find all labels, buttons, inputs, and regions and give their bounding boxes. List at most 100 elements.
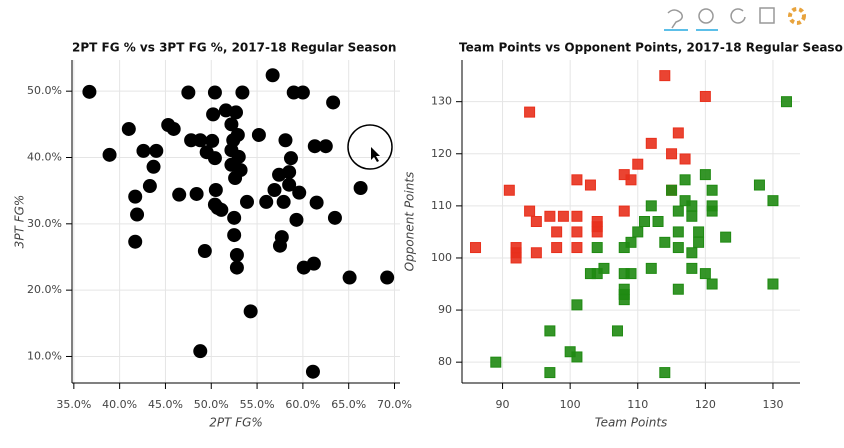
x-tick-label: 110: [627, 398, 648, 411]
point: [544, 367, 556, 379]
point: [326, 95, 341, 110]
point: [659, 236, 671, 248]
point: [318, 139, 333, 154]
point: [208, 182, 223, 197]
point: [146, 159, 161, 174]
point: [706, 200, 718, 212]
point: [214, 202, 229, 217]
point: [618, 205, 630, 217]
point: [693, 226, 705, 238]
point: [278, 133, 293, 148]
y-tick-label: 130: [431, 95, 452, 108]
point: [672, 205, 684, 217]
point: [327, 210, 342, 225]
toolbar: [664, 7, 806, 31]
y-tick-label: 120: [431, 147, 452, 160]
y-tick-label: 50.0%: [27, 84, 62, 97]
point: [686, 262, 698, 274]
point: [571, 351, 583, 363]
point: [207, 151, 222, 166]
point: [530, 216, 542, 227]
point: [149, 143, 164, 158]
point: [571, 174, 583, 186]
point: [720, 231, 732, 243]
point: [267, 182, 282, 197]
point: [584, 179, 596, 191]
point: [228, 171, 243, 186]
point: [239, 194, 254, 209]
y-tick-label: 40.0%: [27, 150, 62, 163]
point: [283, 151, 298, 166]
point: [699, 90, 711, 102]
x-tick-label: 40.0%: [102, 398, 137, 411]
point: [686, 247, 698, 259]
point: [639, 216, 651, 227]
point: [679, 174, 691, 186]
point: [679, 153, 691, 165]
point: [229, 105, 243, 120]
bokeh-logo[interactable]: [788, 7, 806, 25]
point: [380, 270, 395, 285]
point: [206, 107, 221, 122]
reset-tool[interactable]: [730, 8, 746, 24]
point: [632, 226, 644, 238]
lasso-tool[interactable]: [667, 9, 683, 29]
point: [591, 242, 603, 254]
chart-title: 2PT FG % vs 3PT FG %, 2017-18 Regular Se…: [72, 41, 396, 55]
point: [753, 179, 765, 191]
point: [659, 70, 671, 82]
point: [591, 226, 603, 238]
cursor-overlay: [347, 124, 393, 170]
x-tick-label: 35.0%: [56, 398, 91, 411]
point: [259, 194, 274, 209]
point: [295, 85, 310, 100]
point: [780, 96, 792, 108]
y-tick-label: 100: [431, 251, 452, 264]
point: [102, 147, 117, 162]
point: [666, 184, 678, 196]
point: [693, 236, 705, 248]
y-tick-label: 10.0%: [27, 349, 62, 362]
point: [767, 195, 779, 207]
point: [282, 165, 297, 180]
point: [618, 294, 630, 306]
point: [265, 68, 280, 83]
point: [686, 210, 698, 222]
point: [306, 256, 321, 271]
point: [645, 262, 657, 274]
point: [699, 268, 711, 280]
point: [272, 238, 287, 253]
point: [551, 242, 563, 254]
x-tick-label: 120: [695, 398, 716, 411]
x-tick-label: 60.0%: [285, 398, 320, 411]
point: [276, 194, 291, 209]
point: [181, 85, 196, 100]
point: [490, 356, 502, 368]
point: [470, 242, 482, 254]
x-tick-label: 130: [762, 398, 783, 411]
point: [571, 226, 583, 238]
point: [672, 226, 684, 238]
point: [652, 216, 664, 227]
point: [571, 242, 583, 254]
point: [235, 85, 250, 100]
point: [551, 226, 563, 238]
y-tick-label: 80: [438, 355, 452, 368]
point: [353, 181, 368, 196]
point: [197, 244, 212, 259]
point: [767, 278, 779, 290]
point: [686, 200, 698, 212]
save-tool[interactable]: [759, 7, 775, 24]
y-axis-label: 3PT FG%: [13, 195, 27, 249]
point: [82, 84, 97, 99]
y-axis-label: Opponent Points: [403, 172, 417, 272]
wheel-zoom-tool[interactable]: [698, 8, 714, 24]
point: [530, 247, 542, 259]
point: [305, 364, 320, 379]
point: [128, 234, 143, 249]
point: [672, 127, 684, 139]
x-tick-label: 70.0%: [377, 398, 412, 411]
point: [666, 148, 678, 160]
x-tick-label: 100: [560, 398, 581, 411]
